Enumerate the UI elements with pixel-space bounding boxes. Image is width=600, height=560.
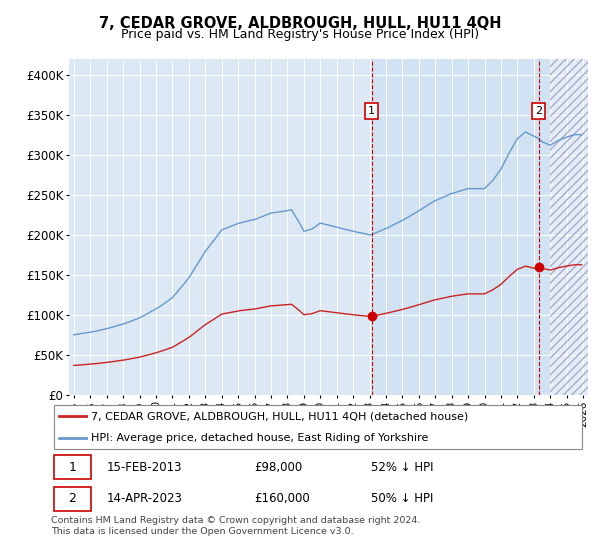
Text: 7, CEDAR GROVE, ALDBROUGH, HULL, HU11 4QH (detached house): 7, CEDAR GROVE, ALDBROUGH, HULL, HU11 4Q… xyxy=(91,411,469,421)
Bar xyxy=(550,59,591,395)
Text: £98,000: £98,000 xyxy=(254,461,302,474)
Text: HPI: Average price, detached house, East Riding of Yorkshire: HPI: Average price, detached house, East… xyxy=(91,433,428,443)
Text: 7, CEDAR GROVE, ALDBROUGH, HULL, HU11 4QH: 7, CEDAR GROVE, ALDBROUGH, HULL, HU11 4Q… xyxy=(99,16,501,31)
Text: 14-APR-2023: 14-APR-2023 xyxy=(107,492,183,505)
Text: Price paid vs. HM Land Registry's House Price Index (HPI): Price paid vs. HM Land Registry's House … xyxy=(121,28,479,41)
Text: 2: 2 xyxy=(535,106,542,116)
Bar xyxy=(550,59,591,395)
Bar xyxy=(371,59,591,395)
Text: 2: 2 xyxy=(68,492,76,505)
Text: 52% ↓ HPI: 52% ↓ HPI xyxy=(371,461,434,474)
FancyBboxPatch shape xyxy=(53,455,91,479)
FancyBboxPatch shape xyxy=(53,405,583,449)
Text: £160,000: £160,000 xyxy=(254,492,310,505)
Text: Contains HM Land Registry data © Crown copyright and database right 2024.
This d: Contains HM Land Registry data © Crown c… xyxy=(51,516,421,536)
FancyBboxPatch shape xyxy=(53,487,91,511)
Text: 50% ↓ HPI: 50% ↓ HPI xyxy=(371,492,434,505)
Text: 15-FEB-2013: 15-FEB-2013 xyxy=(107,461,182,474)
Text: 1: 1 xyxy=(68,461,76,474)
Text: 1: 1 xyxy=(368,106,375,116)
